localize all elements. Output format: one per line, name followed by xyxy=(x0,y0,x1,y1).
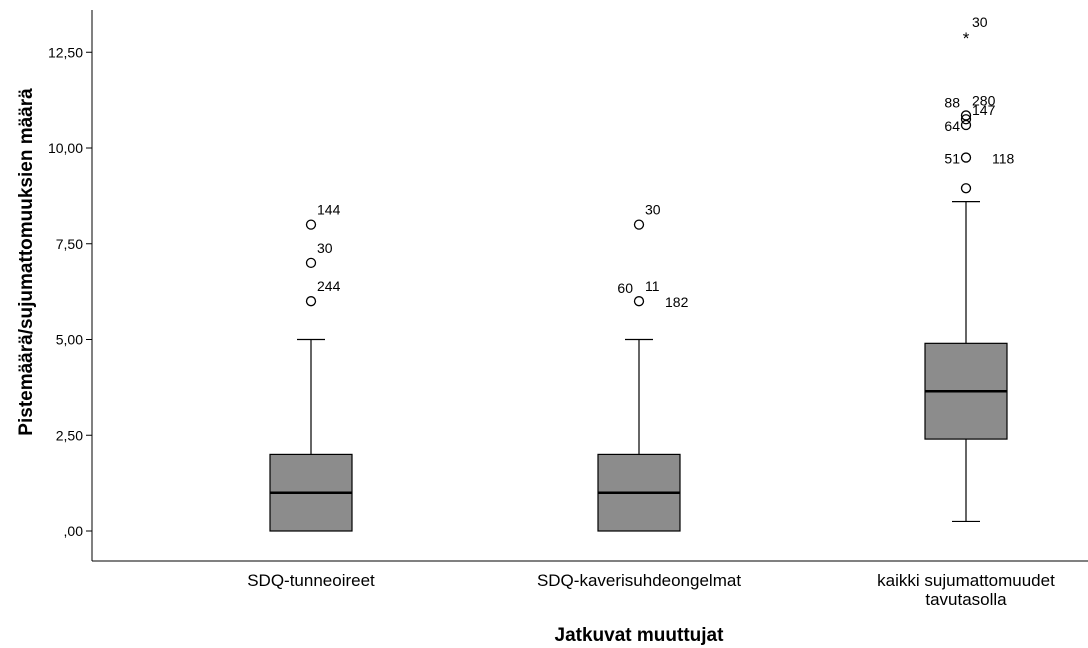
outlier-circle xyxy=(960,152,972,163)
outlier-label: 51 xyxy=(944,151,960,167)
outlier-label: 88 xyxy=(944,94,960,110)
outlier-label: 30 xyxy=(645,202,661,218)
outlier-circle xyxy=(305,219,317,230)
outlier-label: 30 xyxy=(317,240,333,256)
outlier-label: 118 xyxy=(992,151,1015,167)
outlier-label: 244 xyxy=(317,278,341,294)
outlier-circle xyxy=(305,257,317,269)
boxes xyxy=(269,201,1008,532)
x-category-label: tavutasolla xyxy=(925,590,1007,609)
x-category-label: SDQ-kaverisuhdeongelmat xyxy=(537,571,741,590)
outlier-star: * xyxy=(963,29,970,48)
outlier-circle xyxy=(960,119,972,131)
x-category-labels: SDQ-tunneoireet SDQ-kaverisuhdeongelmat ka… xyxy=(247,571,1055,609)
x-category-label: kaikki sujumattomuudet xyxy=(877,571,1055,590)
outlier-label: 30 xyxy=(972,14,988,30)
outlier-circle xyxy=(960,183,972,194)
outlier-label: 280 xyxy=(972,92,996,108)
outlier-label: 60 xyxy=(617,280,633,296)
outlier-circle xyxy=(633,219,645,230)
y-ticks: ,00 2,50 5,00 7,50 10,00 12,50 xyxy=(48,44,92,539)
outlier-circle xyxy=(633,296,645,307)
outlier-label: 64 xyxy=(944,118,960,134)
outlier-label: 11 xyxy=(645,278,660,294)
x-axis-title: Jatkuvat muuttujat xyxy=(555,625,725,646)
axes xyxy=(91,10,1088,562)
outlier-circle xyxy=(305,296,317,307)
outlier-label: 144 xyxy=(317,202,341,218)
y-tick-label: 2,50 xyxy=(56,427,83,443)
y-tick-label: 7,50 xyxy=(56,236,83,252)
y-axis-title: Pistemäärä/sujumattomuuksien määrä xyxy=(16,88,37,436)
outlier-label: 182 xyxy=(665,294,689,310)
outlier-circle xyxy=(960,114,972,125)
outlier-label: 147 xyxy=(972,102,996,118)
y-tick-label: 12,50 xyxy=(48,44,83,60)
x-category-label: SDQ-tunneoireet xyxy=(247,571,375,590)
y-tick-label: 5,00 xyxy=(56,332,83,348)
y-tick-label: ,00 xyxy=(64,523,84,539)
y-tick-label: 10,00 xyxy=(48,140,83,156)
